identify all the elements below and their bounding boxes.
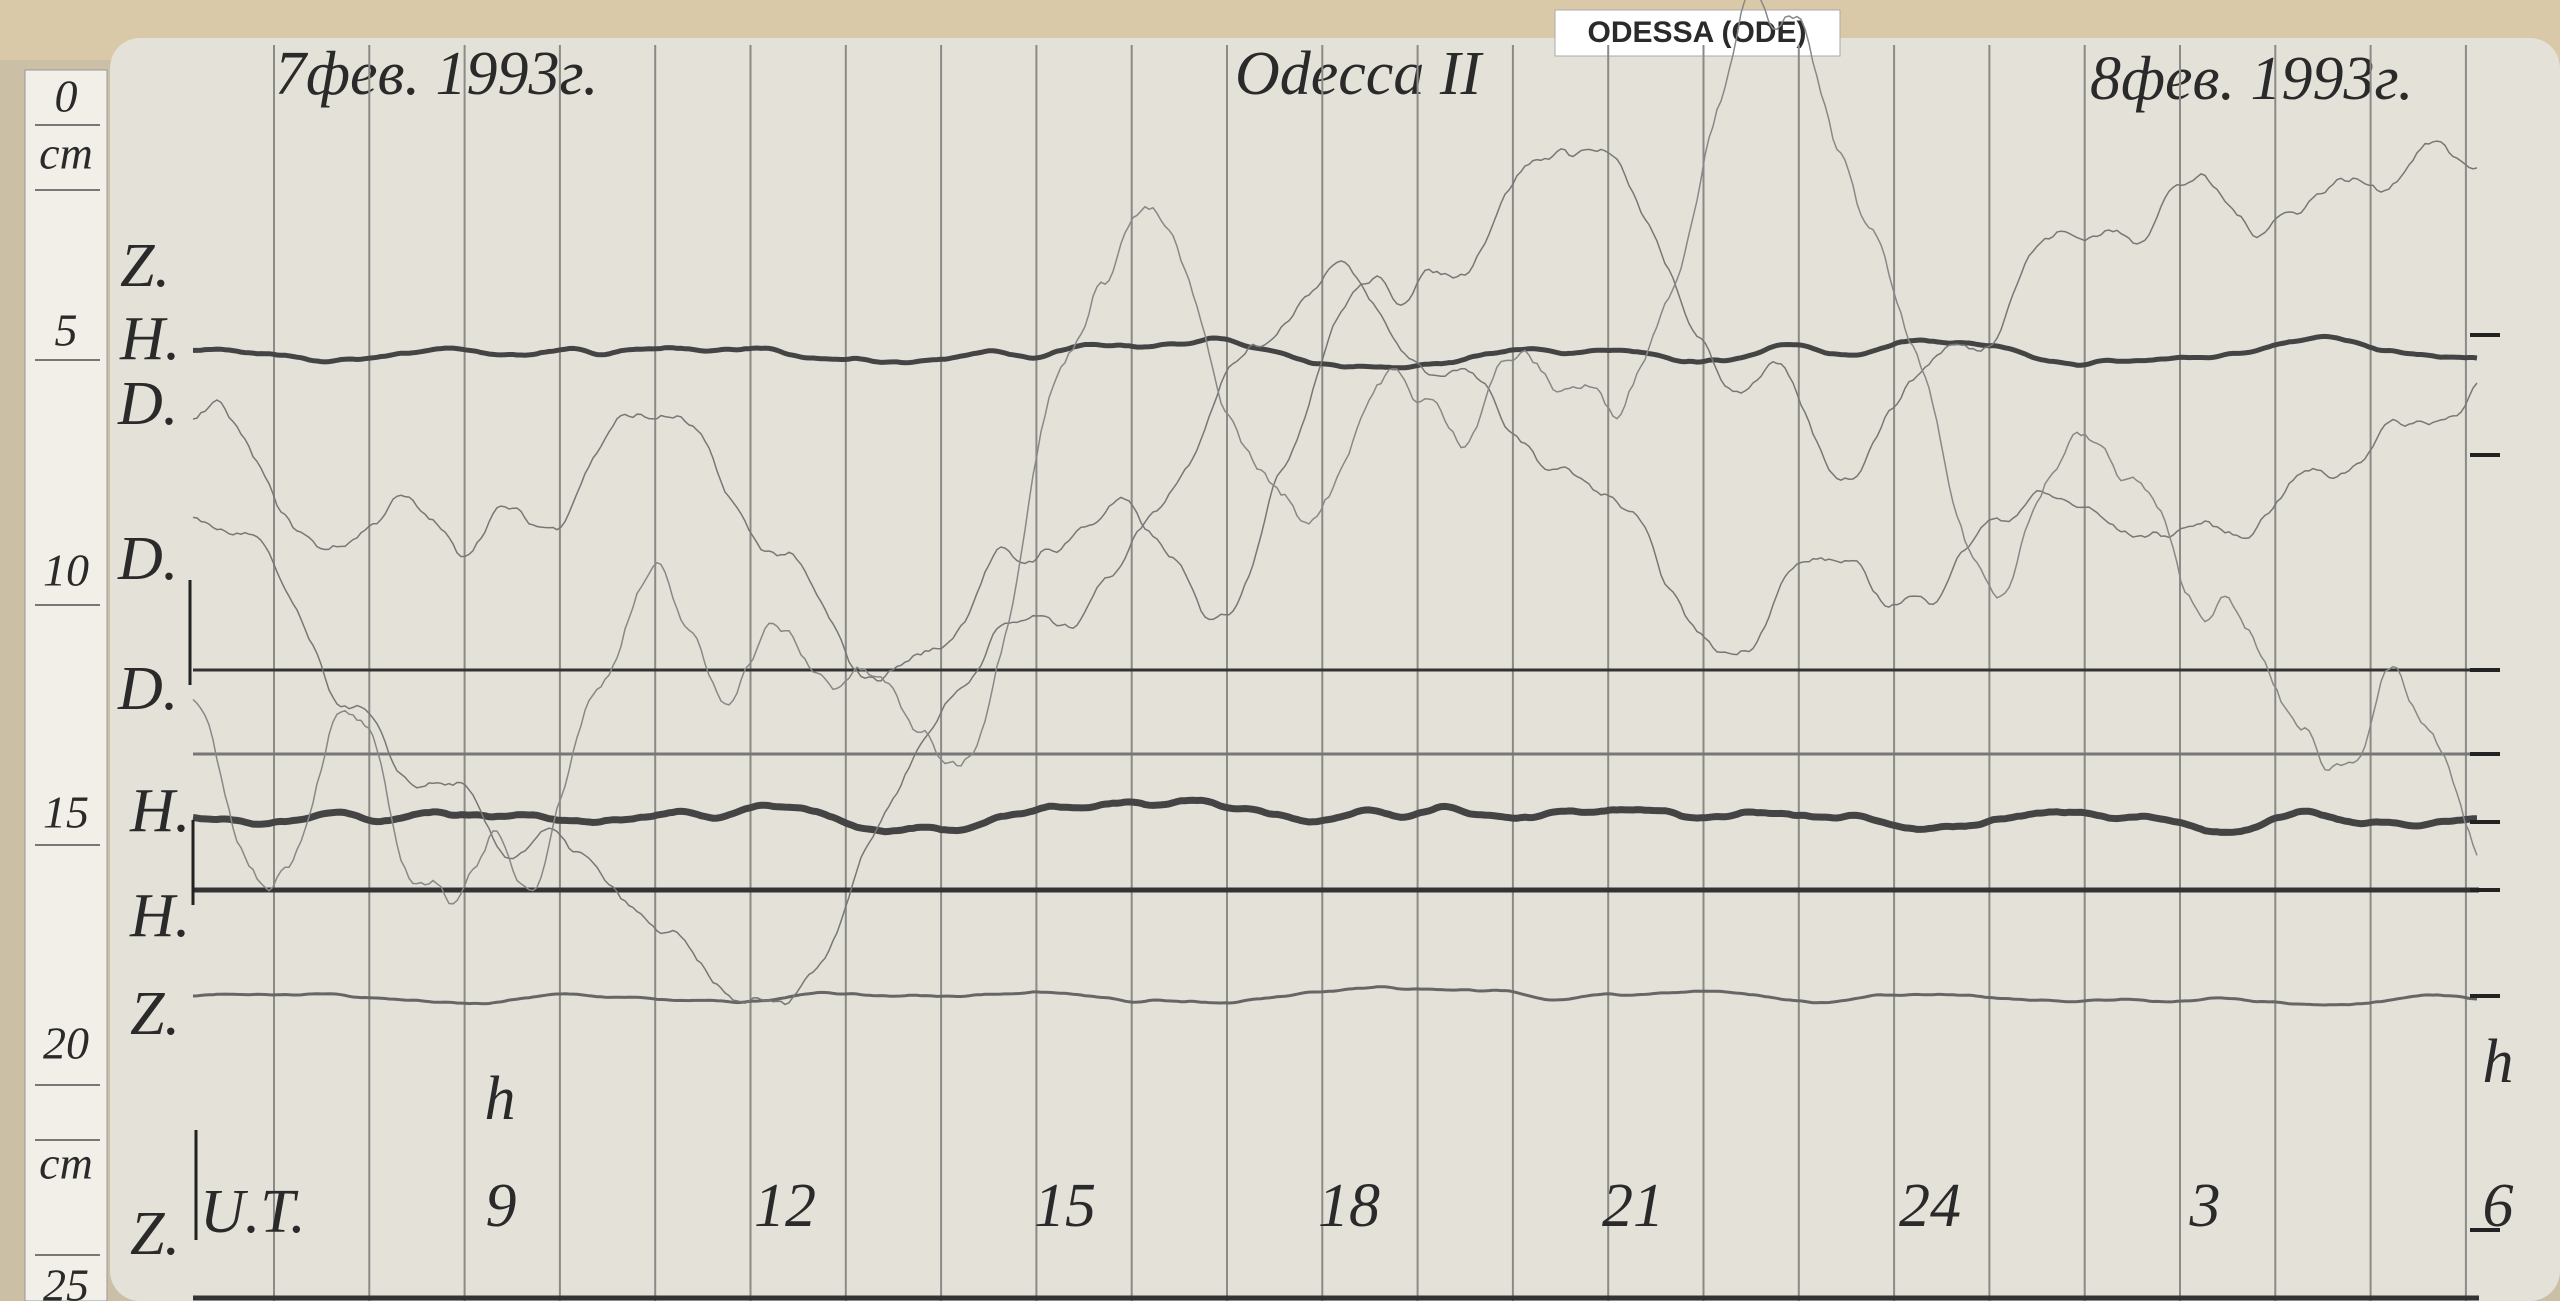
ruler-label: 10 xyxy=(43,545,89,596)
h-trace xyxy=(192,796,2478,836)
grid xyxy=(273,45,2467,1301)
trace-label: H. xyxy=(129,777,190,845)
d-trace xyxy=(192,260,2478,1006)
date-right: 8фeв. 1993г. xyxy=(2090,45,2413,113)
station-handwritten: Odecca II xyxy=(1235,40,1484,108)
hour-label: 18 xyxy=(1318,1172,1380,1240)
ruler-label: 20 xyxy=(43,1018,89,1069)
ruler-label: 25 xyxy=(43,1260,89,1301)
hour-label: 6 xyxy=(2483,1172,2514,1240)
ut-label: U.T. xyxy=(200,1178,306,1246)
hour-label: 3 xyxy=(2189,1172,2221,1240)
h-mark: h xyxy=(485,1065,516,1133)
d-trace xyxy=(192,140,2478,682)
trace-label: Z. xyxy=(130,1200,180,1268)
ruler-label: 5 xyxy=(55,305,78,356)
trace-label: D. xyxy=(117,655,178,723)
h-trace xyxy=(193,333,2478,371)
ruler-label: cm xyxy=(39,1138,93,1189)
hour-label: 21 xyxy=(1602,1172,1664,1240)
trace-label: H. xyxy=(119,305,180,373)
trace-label: D. xyxy=(117,370,178,438)
hour-label: 12 xyxy=(754,1172,816,1240)
ruler-label: 15 xyxy=(43,787,89,838)
trace-label: Z. xyxy=(120,232,170,300)
ruler-label: cm xyxy=(39,128,93,179)
trace-label: H. xyxy=(129,882,190,950)
h-mark: h xyxy=(2483,1028,2514,1096)
z-trace xyxy=(192,0,2478,905)
ruler xyxy=(24,69,108,1301)
traces xyxy=(188,0,2500,1301)
hour-label: 9 xyxy=(486,1172,517,1240)
z-trace xyxy=(192,985,2478,1007)
hour-label: 24 xyxy=(1899,1172,1961,1240)
trace-label: D. xyxy=(117,525,178,593)
station-label: ODESSA (ODE) xyxy=(1588,16,1807,49)
date-left: 7фeв. 1993г. xyxy=(275,40,598,108)
trace-label: Z. xyxy=(130,980,180,1048)
ruler-label: 0 xyxy=(55,71,78,122)
hour-label: 15 xyxy=(1034,1172,1096,1240)
